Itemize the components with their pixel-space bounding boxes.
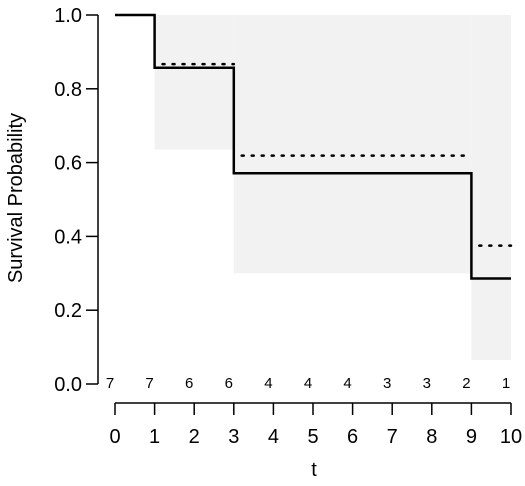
confidence-band-layer	[154, 15, 511, 361]
confidence-band-segment	[233, 15, 472, 274]
number-at-risk-label: 7	[145, 375, 153, 392]
confidence-band-segment	[471, 15, 511, 361]
y-tick-label: 0.8	[54, 79, 82, 101]
y-tick-label: 0.6	[54, 153, 82, 175]
number-at-risk-label: 2	[462, 375, 470, 392]
number-at-risk-label: 3	[423, 375, 431, 392]
y-tick-label: 1.0	[54, 5, 82, 27]
y-tick-label: 0.2	[54, 300, 82, 322]
confidence-band-segment	[154, 15, 234, 150]
number-at-risk-label: 4	[264, 375, 272, 392]
y-tick-label: 0.0	[54, 374, 82, 396]
survival-curve-line	[115, 13, 511, 280]
y-tick-label: 0.4	[54, 226, 82, 248]
x-axis: 0 1 2 3 4 5 6 7 8 9 10	[109, 402, 522, 448]
y-axis: 0.0 0.2 0.4 0.6 0.8 1.0	[54, 5, 99, 396]
number-at-risk-label: 1	[502, 375, 510, 392]
x-tick-label: 3	[228, 426, 239, 448]
number-at-risk-label: 3	[383, 375, 391, 392]
x-tick-label: 7	[387, 426, 398, 448]
number-at-risk-label: 6	[185, 375, 193, 392]
x-tick-label: 10	[500, 426, 522, 448]
number-at-risk-label: 7	[106, 375, 114, 392]
x-axis-label: t	[311, 459, 317, 481]
y-axis-label: Survival Probability	[5, 113, 27, 283]
number-at-risk-label: 4	[343, 375, 351, 392]
survival-curve-layer	[115, 13, 511, 280]
x-tick-label: 6	[347, 426, 358, 448]
x-tick-label: 4	[268, 426, 279, 448]
x-tick-label: 5	[307, 426, 318, 448]
number-at-risk-label: 6	[225, 375, 233, 392]
x-tick-label: 9	[466, 426, 477, 448]
x-tick-label: 1	[149, 426, 160, 448]
x-tick-label: 8	[426, 426, 437, 448]
number-at-risk-label: 4	[304, 375, 312, 392]
x-tick-label: 2	[189, 426, 200, 448]
number-at-risk-row: 7 7 6 6 4 4 4 3 3 2 1	[106, 375, 510, 392]
dotted-curve-layer	[161, 62, 513, 247]
x-tick-label: 0	[109, 426, 120, 448]
